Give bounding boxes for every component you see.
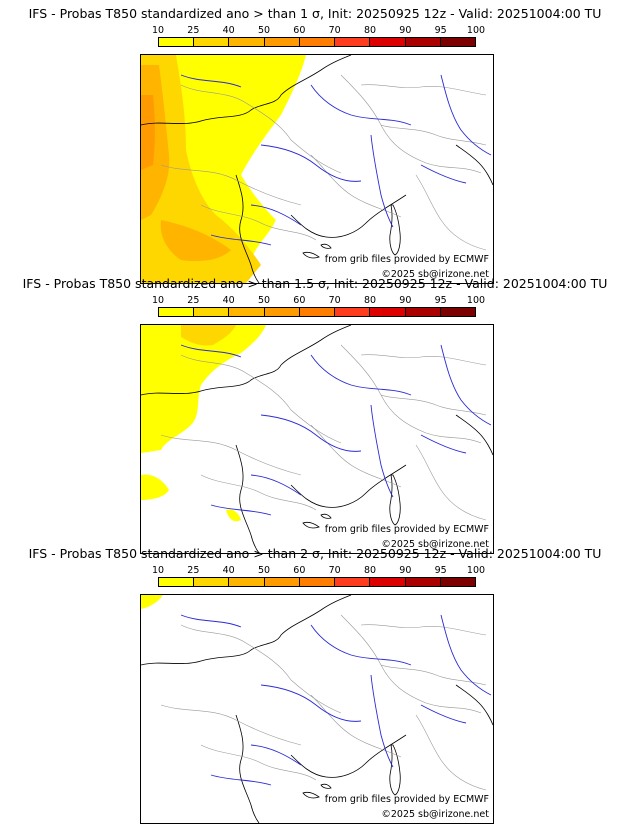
coastlines [141,595,493,823]
map-canvas [141,595,493,823]
colorbar-ticks: 10 25 40 50 60 70 80 90 95 100 [152,25,485,36]
colorbar-tick-label: 50 [257,565,271,576]
map-panel-3: IFS - Probas T850 standardized ano > tha… [0,546,630,824]
colorbar-tick-label: 100 [466,565,486,576]
colorbar-ticks: 10 25 40 50 60 70 80 90 95 100 [152,295,485,306]
colorbar-tick-label: 10 [151,25,165,36]
colorbar-tick-label: 40 [222,295,235,306]
copyright-credit: ©2025 sb@irizone.net [381,809,489,820]
colorbar-tick-label: 100 [466,295,486,306]
panel-title: IFS - Probas T850 standardized ano > tha… [28,6,602,21]
source-credit: from grib files provided by ECMWF [324,254,489,265]
colorbar-tick-label: 70 [328,295,341,306]
country-borders [160,344,487,521]
source-credit: from grib files provided by ECMWF [324,794,489,805]
colorbar-tick-label: 25 [187,295,200,306]
probability-field [141,55,306,283]
colorbar-swatch [440,308,475,316]
country-borders [160,74,487,251]
colorbar-tick-label: 95 [434,565,447,576]
colorbar-tick-label: 50 [257,295,271,306]
colorbar-ticks: 10 25 40 50 60 70 80 90 95 100 [152,565,485,576]
rivers [180,614,492,786]
colorbar-swatches [158,577,476,587]
colorbar-tick-label: 90 [399,295,412,306]
colorbar-tick-label: 70 [328,565,341,576]
colorbar: 10 25 40 50 60 70 80 90 95 100 [152,25,485,47]
colorbar-tick-label: 25 [187,565,200,576]
colorbar-tick-label: 60 [293,25,306,36]
colorbar-swatch [335,38,371,46]
colorbar-tick-label: 80 [363,565,377,576]
colorbar-tick-label: 40 [222,565,235,576]
colorbar-tick-label: 50 [257,25,271,36]
colorbar-swatch [159,578,195,586]
colorbar-swatches [158,37,476,47]
probability-field [141,325,266,522]
rivers [180,344,492,516]
colorbar-swatch [440,578,475,586]
country-borders [160,614,487,791]
colorbar-swatch [229,308,265,316]
map-canvas [141,325,493,553]
colorbar-swatch [194,308,230,316]
colorbar-swatch [440,38,475,46]
colorbar-tick-label: 80 [363,295,377,306]
colorbar-tick-label: 60 [293,295,306,306]
colorbar-tick-label: 95 [434,295,447,306]
colorbar-swatch [299,38,336,46]
colorbar-swatch [299,308,336,316]
colorbar-swatch [370,308,406,316]
map-canvas [141,55,493,283]
probability-map: from grib files provided by ECMWF ©2025 … [140,594,494,824]
colorbar-tick-label: 10 [151,565,165,576]
rivers [180,74,492,246]
panel-title: IFS - Probas T850 standardized ano > tha… [28,546,602,561]
colorbar-swatch [370,38,406,46]
copyright-credit: ©2025 sb@irizone.net [381,539,489,550]
probability-field [141,595,163,609]
probability-map: from grib files provided by ECMWF ©2025 … [140,54,494,284]
colorbar-tick-label: 60 [293,565,306,576]
copyright-credit: ©2025 sb@irizone.net [381,269,489,280]
colorbar-tick-label: 90 [399,25,412,36]
colorbar: 10 25 40 50 60 70 80 90 95 100 [152,295,485,317]
colorbar-tick-label: 70 [328,25,341,36]
coastlines [141,55,493,283]
colorbar-swatch [159,308,195,316]
colorbar-tick-label: 100 [466,25,486,36]
map-panel-2: IFS - Probas T850 standardized ano > tha… [0,276,630,554]
colorbar-swatch [264,38,300,46]
colorbar-swatch [299,578,336,586]
colorbar-tick-label: 25 [187,25,200,36]
colorbar-swatch [405,578,441,586]
colorbar-swatch [194,578,230,586]
colorbar-swatch [229,578,265,586]
colorbar-tick-label: 40 [222,25,235,36]
probability-map: from grib files provided by ECMWF ©2025 … [140,324,494,554]
colorbar-tick-label: 95 [434,25,447,36]
colorbar-swatch [159,38,195,46]
colorbar-swatch [370,578,406,586]
colorbar-swatch [194,38,230,46]
colorbar-swatch [405,308,441,316]
colorbar-swatches [158,307,476,317]
colorbar-swatch [335,308,371,316]
colorbar-swatch [335,578,371,586]
colorbar-swatch [229,38,265,46]
source-credit: from grib files provided by ECMWF [324,524,489,535]
colorbar-tick-label: 90 [399,565,412,576]
colorbar-tick-label: 10 [151,295,165,306]
colorbar: 10 25 40 50 60 70 80 90 95 100 [152,565,485,587]
colorbar-swatch [264,578,300,586]
colorbar-tick-label: 80 [363,25,377,36]
colorbar-swatch [405,38,441,46]
coastlines [141,325,493,553]
map-panel-1: IFS - Probas T850 standardized ano > tha… [0,6,630,284]
colorbar-swatch [264,308,300,316]
panel-title: IFS - Probas T850 standardized ano > tha… [22,276,608,291]
